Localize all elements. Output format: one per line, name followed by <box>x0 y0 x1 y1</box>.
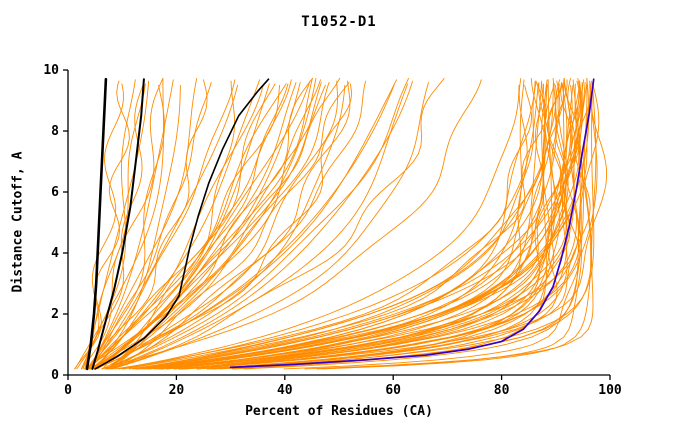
model-curve <box>93 82 322 370</box>
model-curve <box>105 77 409 370</box>
x-axis-label: Percent of Residues (CA) <box>245 404 433 419</box>
model-curve <box>102 83 353 370</box>
y-tick-label: 2 <box>51 307 59 322</box>
y-axis-label: Distance Cutoff, A <box>10 151 26 293</box>
model-curve <box>86 77 198 370</box>
model-curve <box>108 83 276 370</box>
model-curve <box>92 80 236 370</box>
model-curve <box>90 84 281 370</box>
model-curve <box>102 77 313 370</box>
model-curve <box>304 82 597 370</box>
model-curve <box>166 83 569 370</box>
model-curve <box>111 82 429 370</box>
y-tick-label: 0 <box>51 368 59 383</box>
model-curve <box>90 82 212 370</box>
model-curve <box>89 83 287 370</box>
model-curve <box>210 84 595 370</box>
model-curve <box>88 80 367 370</box>
model-curve <box>138 79 594 370</box>
model-curve <box>108 80 413 370</box>
model-curve <box>166 80 543 370</box>
model-curve <box>128 82 537 370</box>
model-curve <box>214 83 564 370</box>
model-curve <box>86 84 264 370</box>
model-curve <box>178 77 528 370</box>
model-curve <box>141 77 546 370</box>
model-curve <box>89 84 326 370</box>
model-curve <box>95 79 397 370</box>
model-curve <box>80 77 164 370</box>
model-curve <box>88 79 174 370</box>
reference-curve <box>91 78 145 370</box>
model-curve <box>160 82 546 370</box>
model-curve <box>96 79 321 370</box>
model-curve <box>107 80 338 370</box>
model-curve <box>74 80 130 370</box>
chart-title: T1052-D1 <box>301 14 377 30</box>
reference-curve <box>94 78 270 370</box>
x-tick-label: 100 <box>598 383 622 398</box>
model-curve <box>88 82 330 370</box>
model-curve <box>118 84 520 370</box>
x-tick-label: 20 <box>169 383 185 398</box>
model-curve <box>212 83 544 370</box>
model-curve <box>160 82 568 370</box>
model-curve <box>87 79 236 370</box>
model-curve <box>178 83 608 370</box>
model-curve <box>137 77 557 370</box>
model-curve <box>112 82 350 370</box>
y-tick-label: 10 <box>43 63 59 78</box>
model-curve <box>110 77 313 370</box>
model-curve <box>180 79 568 370</box>
model-curve <box>106 77 341 370</box>
model-curve <box>147 79 525 370</box>
model-curve <box>94 84 181 370</box>
x-tick-label: 60 <box>385 383 401 398</box>
y-tick-label: 4 <box>51 246 59 261</box>
reference-curve <box>85 77 108 371</box>
model-curve <box>153 83 549 370</box>
model-curve <box>108 77 445 370</box>
model-curve <box>104 84 346 370</box>
model-curve <box>94 79 261 370</box>
y-tick-label: 6 <box>51 185 59 200</box>
best-model-curve <box>229 78 595 369</box>
model-curve <box>114 84 533 370</box>
model-curve <box>233 84 548 370</box>
model-curve <box>316 80 582 370</box>
model-curve <box>132 80 547 370</box>
y-tick-label: 8 <box>51 124 59 139</box>
x-tick-label: 0 <box>64 383 72 398</box>
model-curve <box>88 84 165 370</box>
x-tick-label: 40 <box>277 383 293 398</box>
model-curve <box>148 84 564 370</box>
x-tick-label: 80 <box>494 383 510 398</box>
model-curve <box>88 84 239 370</box>
